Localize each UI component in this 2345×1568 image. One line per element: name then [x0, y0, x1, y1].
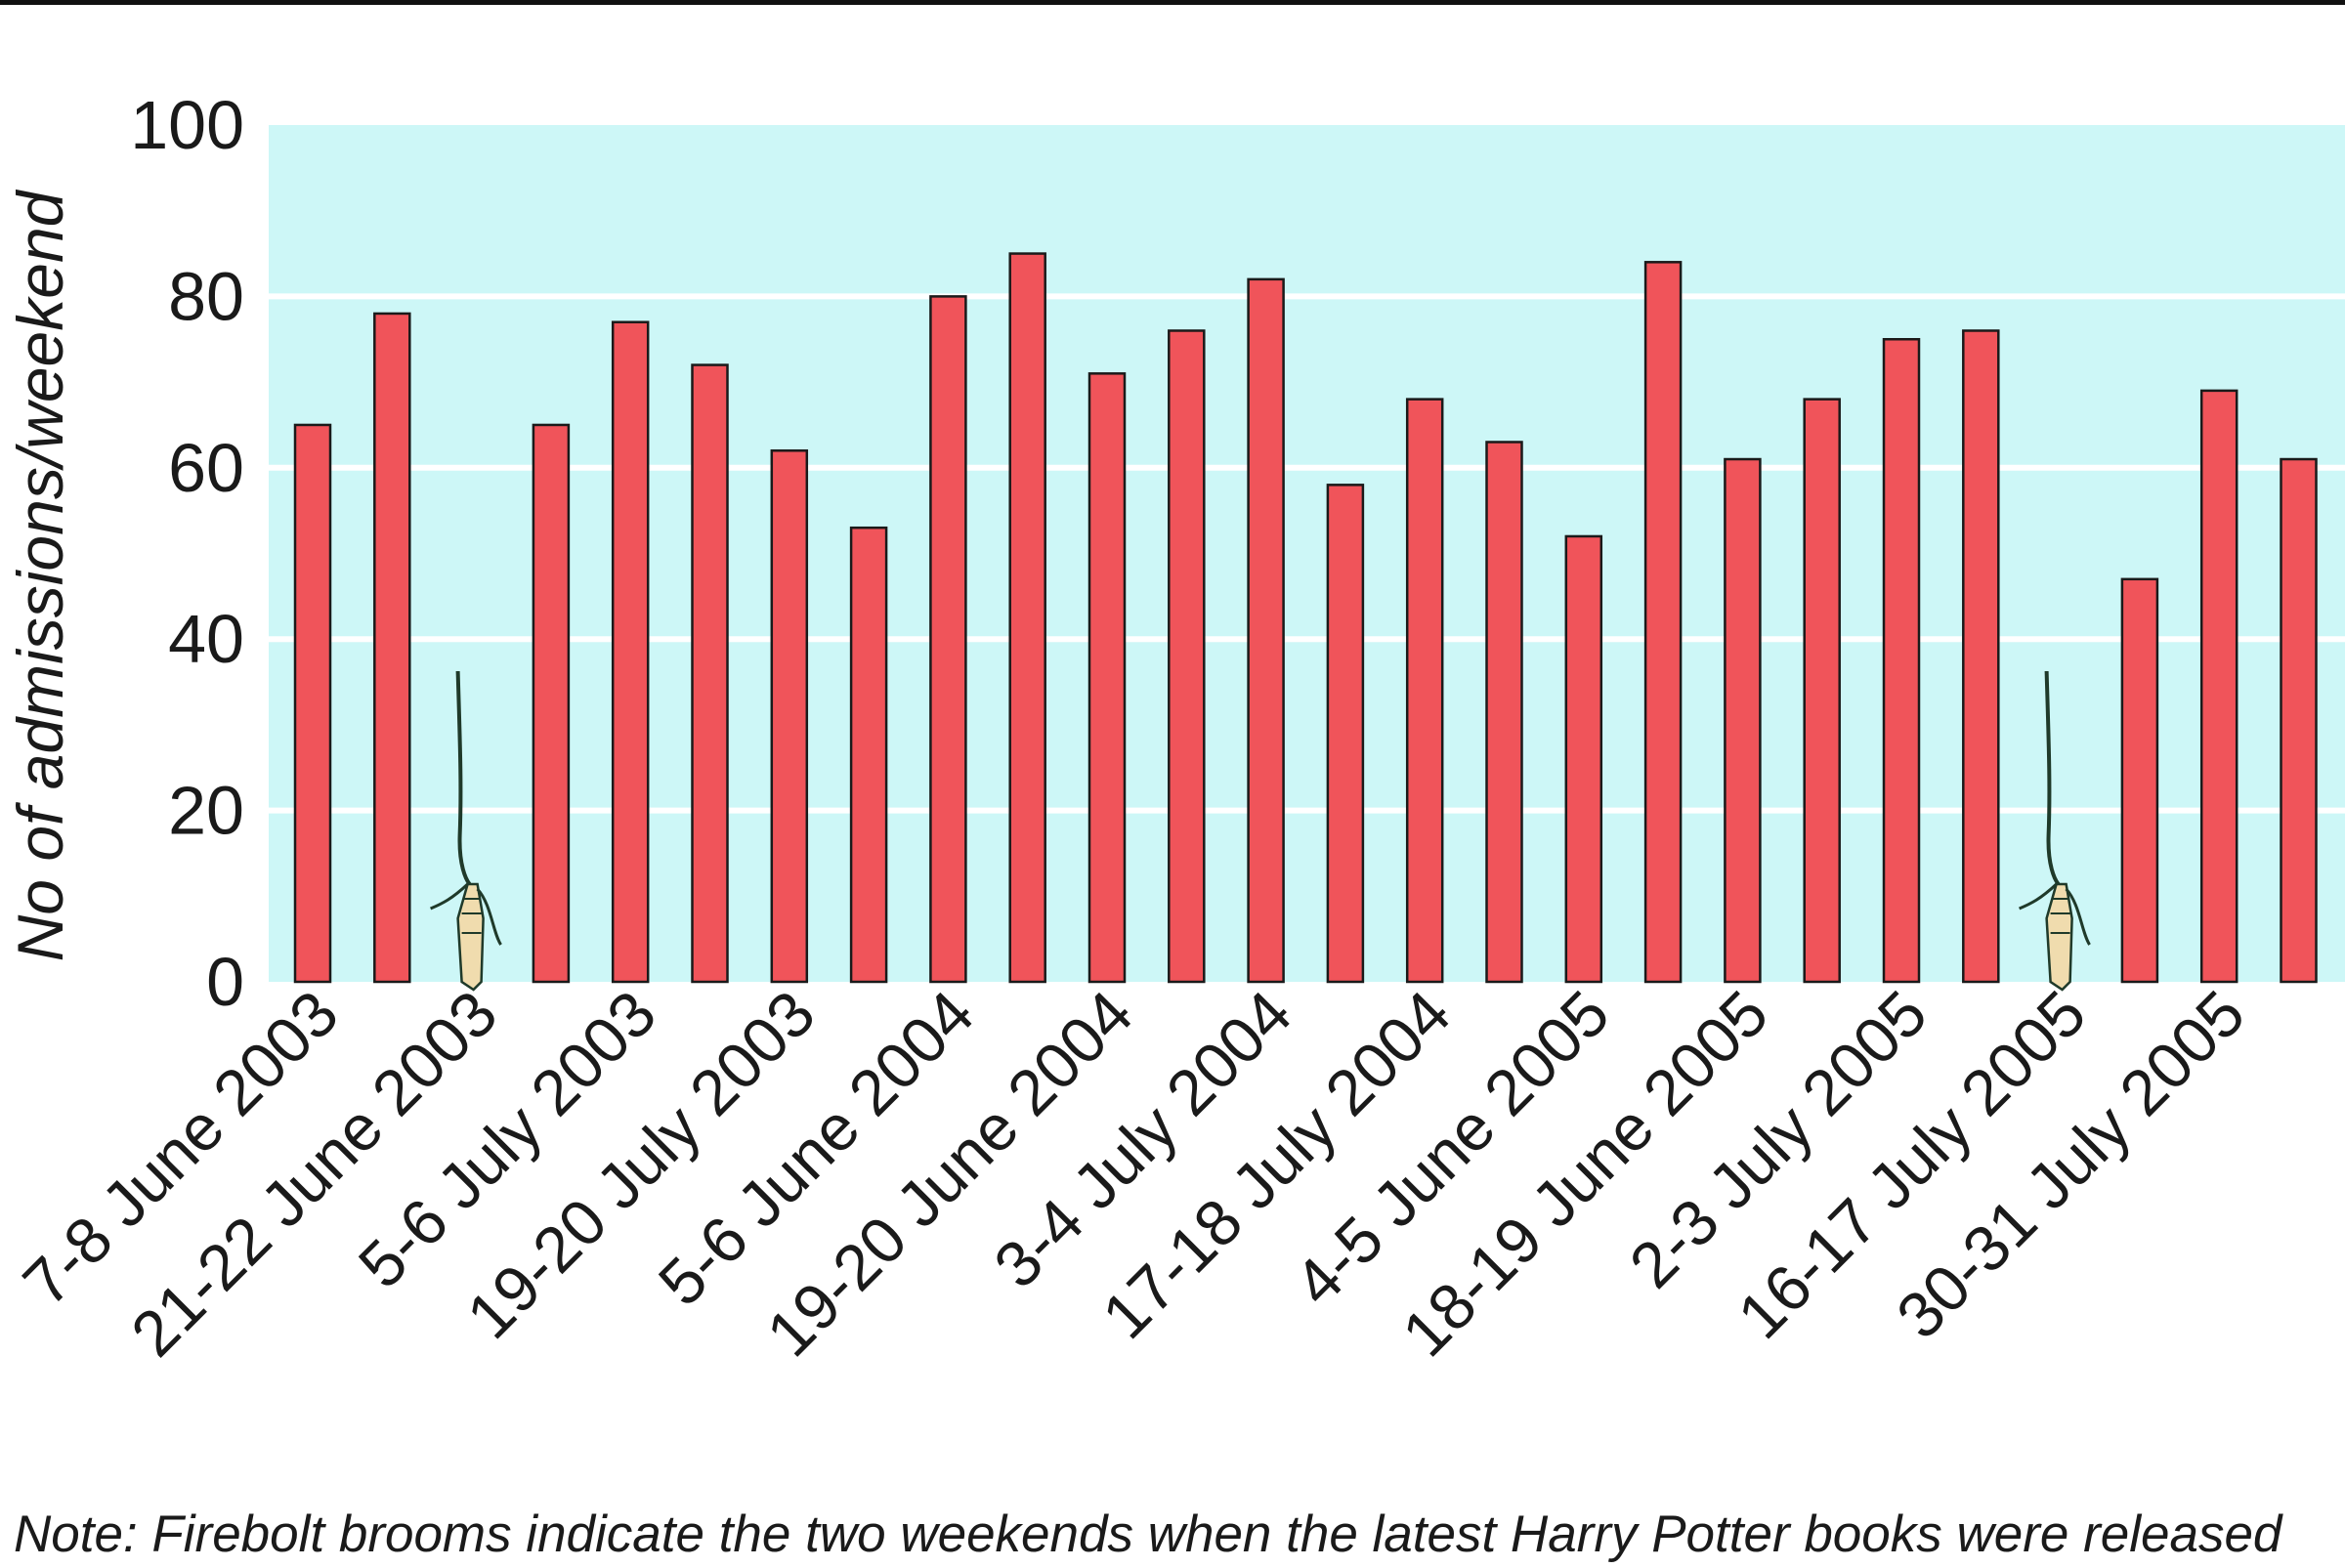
bar: [1724, 457, 1762, 984]
broom-icon: [430, 670, 502, 992]
bar: [1643, 261, 1683, 984]
y-axis-ticks: 0 20 40 60 80 100: [130, 87, 244, 1020]
bars: [293, 252, 2318, 984]
bar: [1247, 277, 1285, 984]
y-tick-label: 20: [168, 773, 244, 849]
bar: [770, 449, 809, 984]
bar: [849, 526, 888, 984]
bar: [1962, 329, 2000, 984]
bar: [1326, 484, 1365, 984]
y-tick-label: 80: [168, 258, 244, 334]
broom-markers: [430, 670, 2091, 992]
bar: [1087, 372, 1127, 984]
bar: [1803, 398, 1841, 984]
bar: [1485, 441, 1523, 984]
bar: [1168, 329, 1206, 984]
bar: [2199, 389, 2238, 984]
bar: [293, 423, 332, 984]
plot-background: [269, 125, 2345, 982]
y-tick-label: 0: [206, 944, 244, 1020]
top-rule: [0, 0, 2345, 5]
bar: [1882, 338, 1921, 984]
bar: [691, 363, 729, 984]
bar: [1405, 398, 1444, 984]
bar: [929, 295, 967, 984]
broom-icon: [2019, 670, 2091, 992]
bar: [373, 312, 411, 984]
bar: [2120, 577, 2159, 984]
bar: [611, 320, 650, 984]
y-tick-label: 60: [168, 430, 244, 506]
bar: [2280, 457, 2318, 984]
chart-note: Note: Firebolt brooms indicate the two w…: [14, 1505, 2282, 1563]
y-tick-label: 100: [130, 87, 244, 163]
bar: [1008, 252, 1046, 984]
bar: [1564, 534, 1603, 984]
bar: [532, 423, 571, 984]
y-axis-label: No of admissions/weekend: [4, 189, 76, 961]
y-tick-label: 40: [168, 601, 244, 677]
